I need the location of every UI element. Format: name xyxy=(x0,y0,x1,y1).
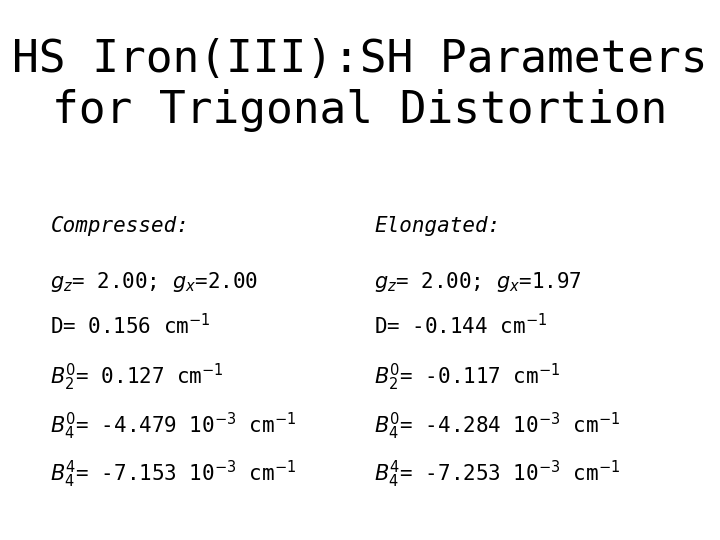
Text: D= 0.156 cm$^{-1}$: D= 0.156 cm$^{-1}$ xyxy=(50,313,211,339)
Text: $B_2^0$= -0.117 cm$^{-1}$: $B_2^0$= -0.117 cm$^{-1}$ xyxy=(374,362,561,393)
Text: $B_4^4$= -7.153 10$^{-3}$ cm$^{-1}$: $B_4^4$= -7.153 10$^{-3}$ cm$^{-1}$ xyxy=(50,459,297,490)
Text: D= -0.144 cm$^{-1}$: D= -0.144 cm$^{-1}$ xyxy=(374,313,547,339)
Text: HS Iron(III):SH Parameters
for Trigonal Distortion: HS Iron(III):SH Parameters for Trigonal … xyxy=(12,38,708,132)
Text: Elongated:: Elongated: xyxy=(374,216,500,236)
Text: $B_2^0$= 0.127 cm$^{-1}$: $B_2^0$= 0.127 cm$^{-1}$ xyxy=(50,362,224,393)
Text: $g_z$= 2.00; $g_x$=2.00: $g_z$= 2.00; $g_x$=2.00 xyxy=(50,270,258,294)
Text: $B_4^0$= -4.284 10$^{-3}$ cm$^{-1}$: $B_4^0$= -4.284 10$^{-3}$ cm$^{-1}$ xyxy=(374,410,621,442)
Text: $B_4^4$= -7.253 10$^{-3}$ cm$^{-1}$: $B_4^4$= -7.253 10$^{-3}$ cm$^{-1}$ xyxy=(374,459,621,490)
Text: $B_4^0$= -4.479 10$^{-3}$ cm$^{-1}$: $B_4^0$= -4.479 10$^{-3}$ cm$^{-1}$ xyxy=(50,410,297,442)
Text: Compressed:: Compressed: xyxy=(50,216,189,236)
Text: $g_z$= 2.00; $g_x$=1.97: $g_z$= 2.00; $g_x$=1.97 xyxy=(374,270,582,294)
